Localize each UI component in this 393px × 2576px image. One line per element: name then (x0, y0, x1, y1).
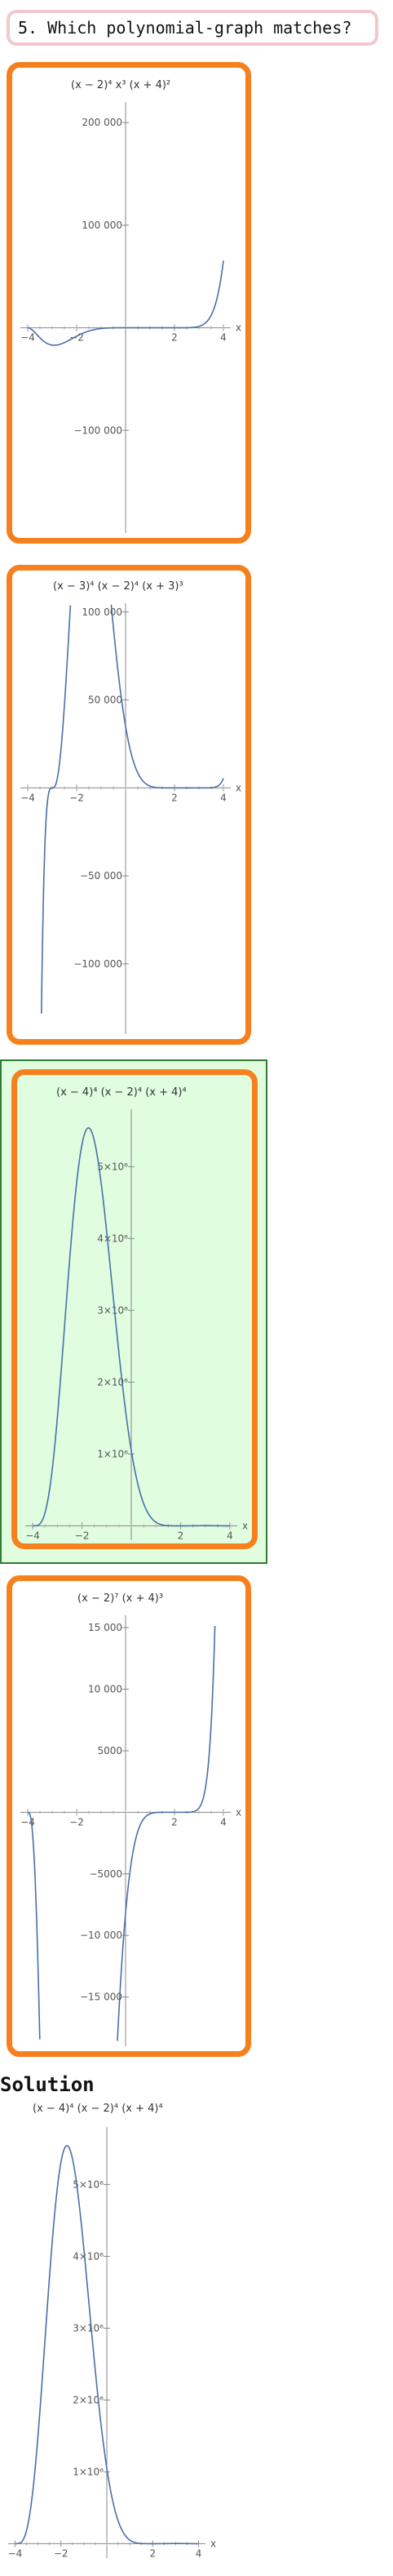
option-title-1: (x − 2)⁴ x³ (x + 4)² (71, 79, 171, 91)
y-tick-label: 1×10⁶ (97, 1448, 128, 1459)
y-tick-label: 100 000 (82, 606, 122, 618)
x-axis-label: x (236, 1806, 241, 1818)
question-prompt: 5. Which polynomial-graph matches? (7, 10, 378, 46)
y-tick-label: −5000 (89, 1868, 122, 1880)
x-tick-label: 2 (149, 2547, 156, 2559)
x-tick-label: −2 (54, 2547, 68, 2559)
x-tick-label: 2 (171, 332, 178, 344)
y-tick-label: −50 000 (80, 870, 122, 882)
curve-line (15, 2145, 199, 2545)
y-tick-label: 5000 (97, 1745, 122, 1757)
option-plot-3: −4 −2 2 4x 1×10⁶ 2×10⁶ 3×10⁶ 4×10⁶ 5×10⁶ (25, 1109, 248, 1541)
y-tick-label: −100 000 (73, 424, 122, 436)
option-title-2: (x − 3)⁴ (x − 2)⁴ (x + 3)³ (53, 580, 183, 593)
y-tick-label: 3×10⁶ (97, 1304, 128, 1316)
x-tick-label: 2 (171, 792, 178, 803)
curve-line (33, 1127, 230, 1527)
option-plot-4: −4 −2 2 4x −15 000 −10 000 −5000 5000 10 000 15 0… (20, 1615, 241, 2046)
y-tick-label: 15 000 (88, 1622, 122, 1633)
x-tick-label: −2 (75, 1530, 90, 1541)
y-tick-label: 50 000 (88, 695, 122, 706)
solution-title: (x − 4)⁴ (x − 2)⁴ (x + 4)⁴ (33, 2103, 163, 2115)
option-card-3[interactable]: (x − 4)⁴ (x − 2)⁴ (x + 4)⁴ −4 −2 2 4 x 1×10⁶ 2… (11, 1069, 258, 1549)
x-tick-label: −4 (8, 2547, 23, 2559)
x-tick-label: 4 (220, 792, 227, 803)
x-axis-label: x (210, 2538, 216, 2549)
y-tick-label: 4×10⁶ (73, 2250, 104, 2262)
y-tick-label: 5×10⁶ (97, 1161, 128, 1172)
y-tick-label: 10 000 (88, 1684, 122, 1695)
option-card-4[interactable]: (x − 2)⁷ (x + 4)³ −4 −2 2 4 x −15 000 −10 000−… (7, 1575, 251, 2057)
curve-line (27, 260, 224, 346)
option-card-1[interactable]: (x − 2)⁴ x³ (x + 4)² −4 −2 2 4 x −100 000 100 … (7, 62, 251, 544)
x-tick-label: −4 (20, 792, 35, 803)
x-tick-label: 4 (220, 332, 227, 344)
x-tick-label: −4 (20, 1816, 35, 1828)
y-tick-label: −10 000 (80, 1930, 122, 1941)
x-tick-label: 4 (227, 1530, 233, 1541)
x-tick-label: 2 (171, 1816, 178, 1828)
x-tick-label: 2 (178, 1530, 184, 1541)
y-tick-label: 5×10⁶ (73, 2178, 104, 2190)
y-tick-label: 2×10⁶ (73, 2394, 104, 2405)
x-axis-label: x (242, 1520, 248, 1531)
solution-heading: Solution (0, 2073, 95, 2096)
y-tick-label: 4×10⁶ (97, 1232, 128, 1244)
y-tick-label: 2×10⁶ (97, 1376, 128, 1388)
x-tick-label: −2 (69, 1816, 84, 1828)
y-tick-label: −100 000 (73, 958, 122, 970)
curve-line (27, 1625, 216, 2041)
y-tick-label: 200 000 (82, 117, 122, 128)
curve-line (41, 604, 224, 1014)
x-axis-label: x (236, 322, 241, 334)
x-axis-label: x (236, 782, 241, 793)
x-tick-label: −4 (25, 1530, 40, 1541)
option-title-3: (x − 4)⁴ (x − 2)⁴ (x + 4)⁴ (56, 1086, 187, 1099)
x-tick-label: 4 (220, 1816, 227, 1828)
x-tick-label: 4 (196, 2547, 202, 2559)
solution-plot: −4 −2 2 4x 1×10⁶ 2×10⁶ 3×10⁶ 4×10⁶ 5×10⁶ (8, 2127, 216, 2559)
x-tick-label: −4 (20, 332, 35, 344)
y-tick-label: 100 000 (82, 220, 122, 231)
option-plot-2: −4 −2 2 4x −100 000 −50 000 50 000 100 000 (20, 603, 241, 1034)
option-card-2[interactable]: (x − 3)⁴ (x − 2)⁴ (x + 3)³ −4 −2 2 4 x −100 0… (7, 565, 251, 1045)
y-tick-label: 3×10⁶ (73, 2322, 104, 2334)
x-tick-label: −2 (69, 792, 84, 803)
y-tick-label: 1×10⁶ (73, 2466, 104, 2477)
option-title-4: (x − 2)⁷ (x + 4)³ (77, 1592, 164, 1605)
y-tick-label: −15 000 (80, 1992, 122, 2003)
